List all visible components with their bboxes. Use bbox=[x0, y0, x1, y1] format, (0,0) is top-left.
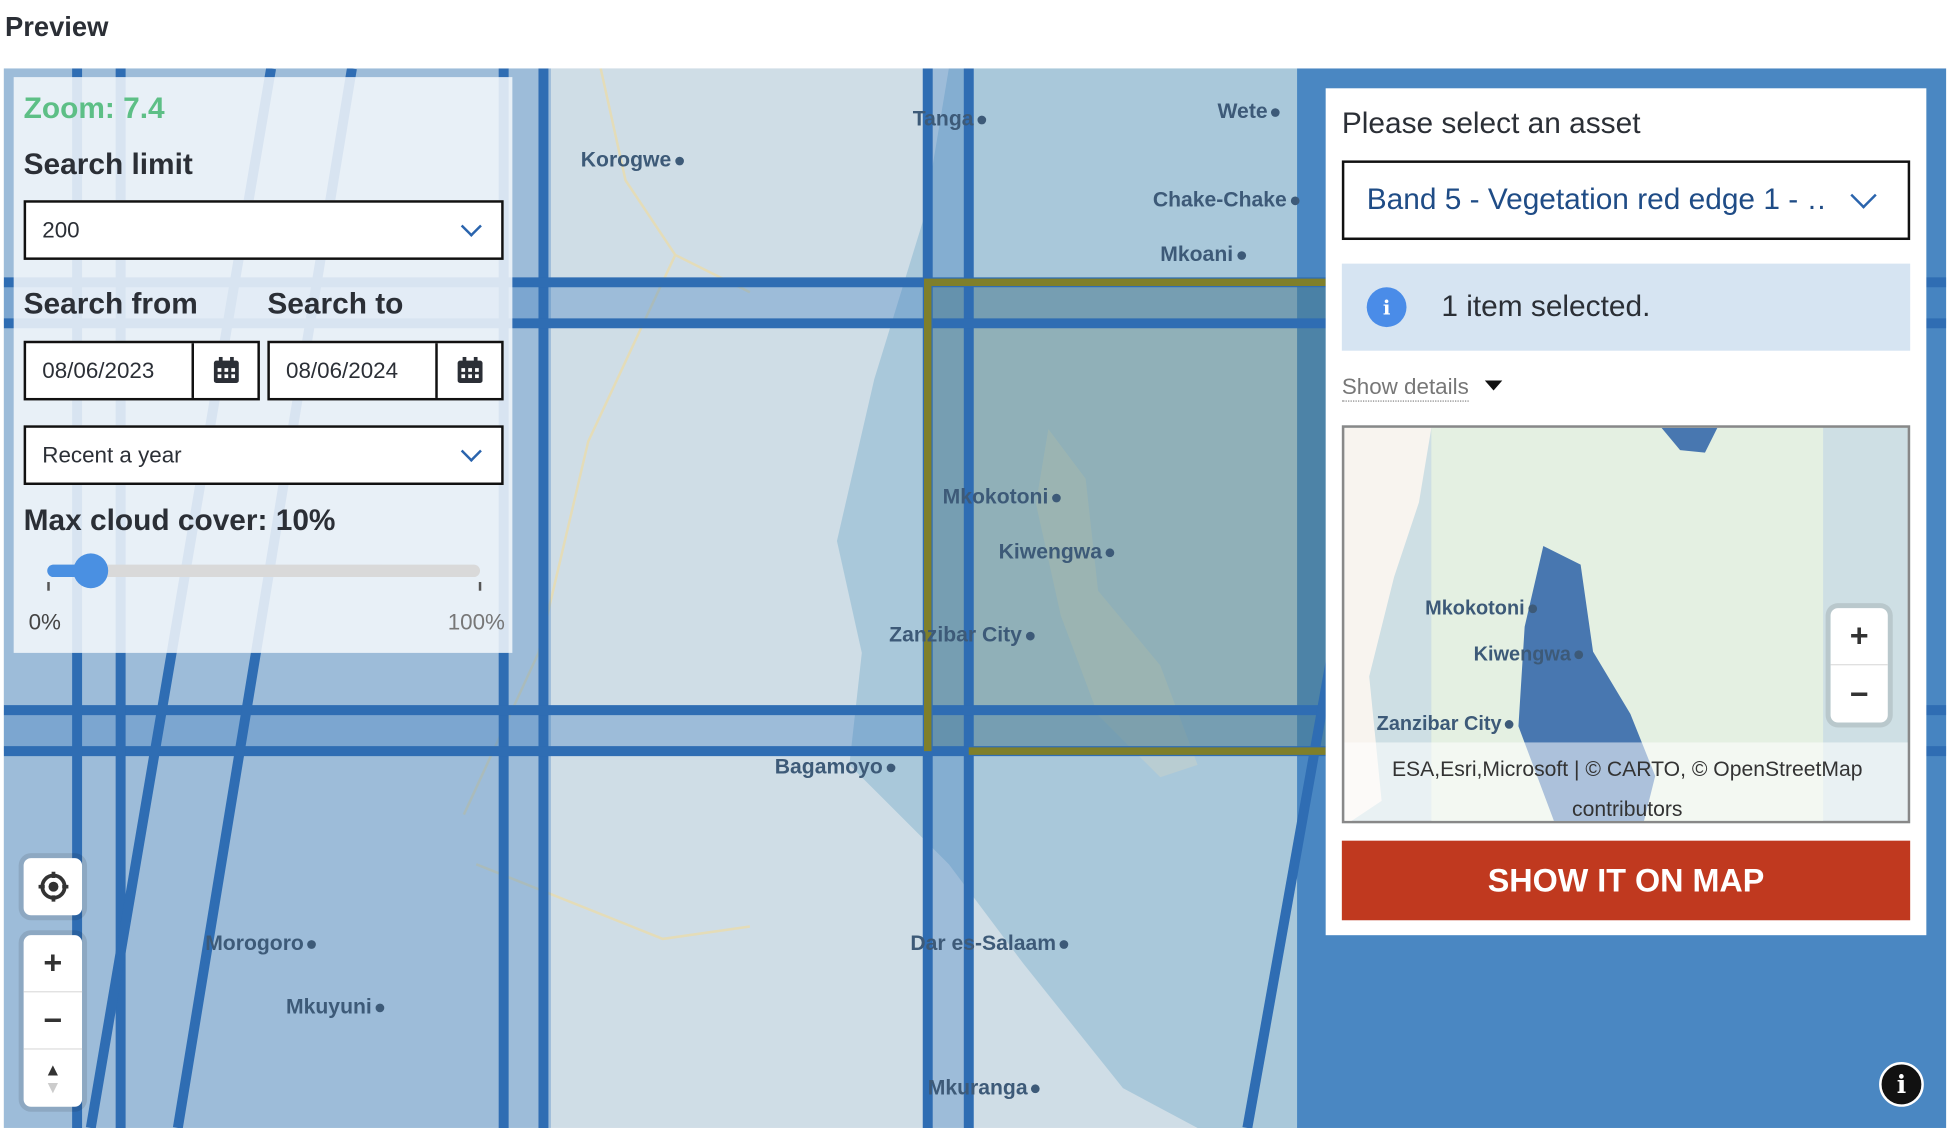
to-date-value: 08/06/2024 bbox=[286, 357, 399, 383]
city-label: Dar es-Salaam bbox=[910, 931, 1068, 956]
city-label: Wete bbox=[1217, 99, 1280, 124]
asset-preview-map[interactable]: Mkokotoni Kiwengwa Zanzibar City ESA,Esr… bbox=[1341, 425, 1911, 824]
zoom-in-button[interactable]: + bbox=[23, 935, 83, 993]
map-attribution: ESA,Esri,Microsoft | © CARTO, © OpenStre… bbox=[1391, 757, 1863, 821]
attribution-info-icon[interactable]: i bbox=[1879, 1062, 1924, 1107]
chevron-down-icon bbox=[460, 215, 482, 237]
south-arrow-icon: ▼ bbox=[44, 1076, 62, 1097]
caret-down-icon bbox=[1484, 380, 1503, 391]
slider-tick bbox=[47, 582, 50, 591]
asset-select[interactable]: Band 5 - Vegetation red edge 1 - … bbox=[1341, 160, 1911, 241]
city-label: Tanga bbox=[913, 107, 986, 132]
city-label: Mkokotoni bbox=[943, 485, 1061, 510]
city-label: Kiwengwa bbox=[999, 540, 1115, 565]
city-label: Morogoro bbox=[205, 931, 316, 956]
chevron-down-icon bbox=[460, 440, 482, 462]
calendar-icon[interactable] bbox=[191, 343, 258, 398]
search-to-label: Search to bbox=[267, 287, 404, 321]
date-range-select[interactable]: Recent a year bbox=[23, 425, 504, 486]
selected-footprint bbox=[923, 278, 1326, 755]
city-label: Mkokotoni bbox=[1425, 598, 1537, 620]
search-limit-select[interactable]: 200 bbox=[23, 200, 504, 260]
city-label: Korogwe bbox=[581, 148, 684, 173]
preview-zoom-control: + − bbox=[1830, 608, 1888, 723]
city-label: Zanzibar City bbox=[1377, 714, 1514, 736]
show-details-label: Show details bbox=[1341, 374, 1469, 400]
show-details-link[interactable]: Show details bbox=[1341, 374, 1469, 402]
crosshair-icon bbox=[24, 858, 82, 915]
city-label: Bagamoyo bbox=[775, 755, 896, 780]
chevron-down-icon bbox=[1850, 182, 1877, 209]
info-message: i 1 item selected. bbox=[1341, 263, 1911, 351]
asset-title: Please select an asset bbox=[1341, 106, 1641, 141]
locate-button[interactable] bbox=[23, 858, 83, 916]
slider-min-label: 0% bbox=[28, 609, 61, 635]
from-date-value: 08/06/2023 bbox=[42, 357, 155, 383]
asset-panel: Please select an asset Band 5 - Vegetati… bbox=[1325, 88, 1927, 936]
info-text: 1 item selected. bbox=[1441, 289, 1651, 324]
city-label: Mkuranga bbox=[928, 1076, 1040, 1101]
slider-thumb[interactable] bbox=[73, 553, 108, 589]
city-label: Chake-Chake bbox=[1153, 188, 1299, 213]
calendar-icon[interactable] bbox=[435, 343, 501, 398]
compass-button[interactable]: ▲ ▼ bbox=[24, 1050, 82, 1107]
date-range-value: Recent a year bbox=[42, 442, 182, 467]
preview-zoom-out-button[interactable]: − bbox=[1849, 674, 1869, 712]
cloud-cover-slider[interactable] bbox=[47, 553, 481, 589]
preview-imagery bbox=[1344, 427, 1908, 821]
north-arrow-icon: ▲ bbox=[44, 1059, 62, 1080]
search-to-input[interactable]: 08/06/2024 bbox=[267, 340, 504, 401]
cloud-cover-label: Max cloud cover: 10% bbox=[23, 503, 336, 538]
preview-zoom-in-button[interactable]: + bbox=[1830, 608, 1888, 666]
search-from-label: Search from bbox=[23, 287, 198, 321]
zoom-control: + − ▲ ▼ bbox=[23, 935, 83, 1107]
search-panel: Zoom: 7.4 Search limit 200 Search from S… bbox=[13, 77, 513, 653]
search-from-input[interactable]: 08/06/2023 bbox=[23, 340, 260, 401]
city-label: Mkoani bbox=[1160, 243, 1245, 268]
asset-select-value: Band 5 - Vegetation red edge 1 - … bbox=[1366, 182, 1827, 217]
zoom-label: Zoom: 7.4 bbox=[23, 92, 165, 126]
search-limit-label: Search limit bbox=[23, 147, 193, 182]
city-label: Kiwengwa bbox=[1474, 644, 1584, 666]
search-limit-value: 200 bbox=[42, 217, 80, 242]
slider-tick bbox=[478, 582, 482, 591]
info-icon: i bbox=[1366, 287, 1407, 328]
city-label: Zanzibar City bbox=[889, 623, 1034, 648]
slider-max-label: 100% bbox=[447, 609, 505, 635]
zanzibar-island bbox=[1035, 429, 1198, 778]
show-on-map-button[interactable]: SHOW IT ON MAP bbox=[1341, 840, 1911, 921]
page-title: Preview bbox=[4, 11, 109, 43]
city-label: Mkuyuni bbox=[286, 995, 384, 1020]
zoom-out-button[interactable]: − bbox=[23, 992, 83, 1050]
